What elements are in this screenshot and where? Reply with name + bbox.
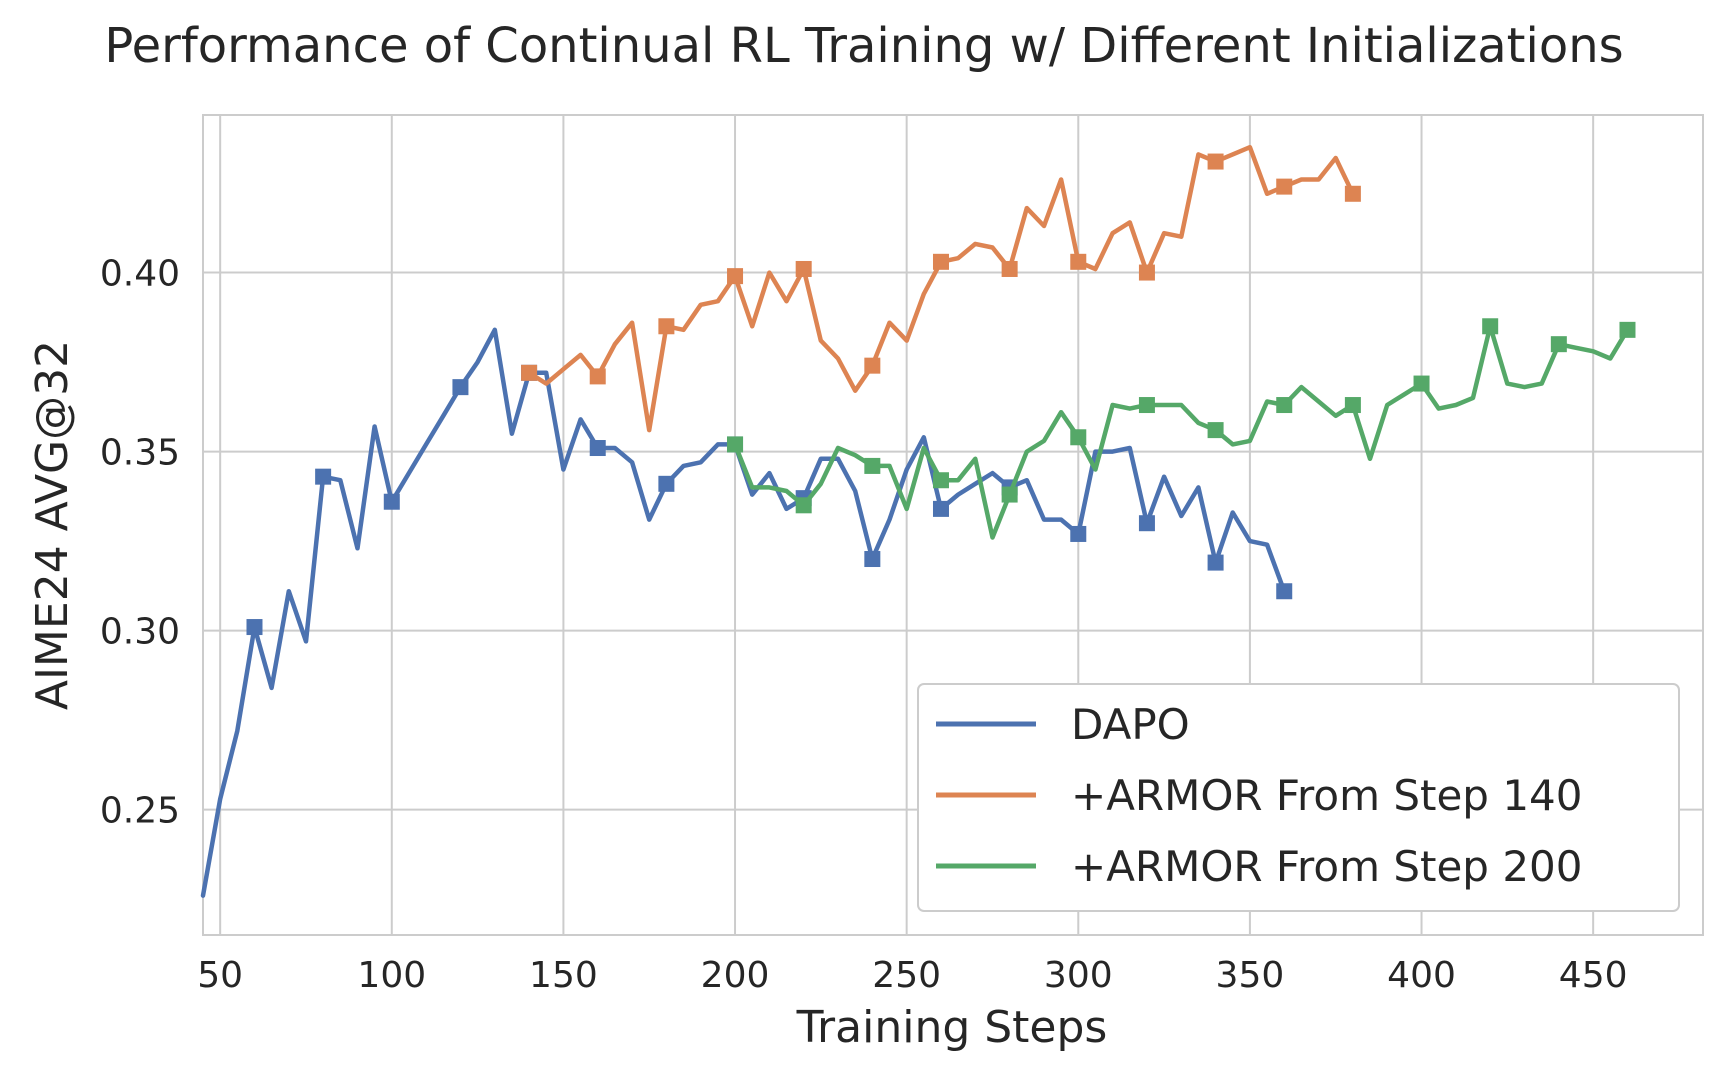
series-line <box>732 324 1630 540</box>
x-tick-label: 450 <box>1559 955 1628 996</box>
data-point-marker <box>932 500 949 517</box>
data-point-marker <box>932 472 949 489</box>
y-axis-label: AIME24 AVG@32 <box>27 340 78 710</box>
y-tick-labels: 0.25 0.30 0.35 0.40 <box>100 254 180 832</box>
data-point-marker <box>1207 153 1224 170</box>
data-point-marker <box>589 440 606 457</box>
data-point-marker <box>1138 515 1155 532</box>
data-point-marker <box>1482 318 1499 335</box>
data-point-marker <box>1413 375 1430 392</box>
data-point-marker <box>589 368 606 385</box>
chart-title: Performance of Continual RL Training w/ … <box>104 18 1623 74</box>
data-point-marker <box>1070 525 1087 542</box>
x-tick-label: 200 <box>701 955 770 996</box>
data-point-marker <box>658 318 675 335</box>
x-axis-label: Training Steps <box>796 1002 1108 1053</box>
data-point-marker <box>864 457 881 474</box>
x-tick-label: 100 <box>357 955 426 996</box>
legend: DAPO +ARMOR From Step 140 +ARMOR From Step… <box>917 683 1680 912</box>
data-point-marker <box>246 619 263 636</box>
data-point-marker <box>1070 429 1087 446</box>
data-point-marker <box>658 475 675 492</box>
data-point-marker <box>864 357 881 374</box>
data-point-marker <box>795 260 812 277</box>
data-point-marker <box>383 493 400 510</box>
data-point-marker <box>1344 185 1361 202</box>
series-3 <box>727 318 1636 540</box>
series-layer <box>200 144 1636 898</box>
y-tick-label: 0.35 <box>100 433 180 474</box>
y-tick-label: 0.25 <box>100 791 180 832</box>
legend-label: +ARMOR From Step 140 <box>1071 771 1583 820</box>
x-tick-label: 150 <box>529 955 598 996</box>
data-point-marker <box>1138 397 1155 414</box>
x-tick-label: 250 <box>872 955 941 996</box>
data-point-marker <box>727 268 744 285</box>
data-point-marker <box>315 468 332 485</box>
data-point-marker <box>1070 253 1087 270</box>
data-point-marker <box>1344 397 1361 414</box>
x-tick-labels: 50 100 150 200 250 300 350 400 450 <box>197 955 1627 996</box>
x-tick-label: 400 <box>1387 955 1456 996</box>
data-point-marker <box>1001 486 1018 503</box>
data-point-marker <box>1550 336 1567 353</box>
data-point-marker <box>795 497 812 514</box>
legend-box <box>917 683 1680 912</box>
data-point-marker <box>1138 264 1155 281</box>
data-point-marker <box>1207 422 1224 439</box>
data-point-marker <box>932 253 949 270</box>
data-point-marker <box>1276 583 1293 600</box>
data-point-marker <box>727 436 744 453</box>
x-tick-label: 50 <box>197 955 243 996</box>
data-point-marker <box>864 551 881 568</box>
series-2 <box>521 144 1361 433</box>
data-point-marker <box>1619 321 1636 338</box>
legend-label: DAPO <box>1071 700 1190 749</box>
data-point-marker <box>1207 554 1224 571</box>
data-point-marker <box>1276 397 1293 414</box>
y-tick-label: 0.30 <box>100 612 180 653</box>
data-point-marker <box>1001 260 1018 277</box>
data-point-marker <box>452 379 469 396</box>
data-point-marker <box>521 364 538 381</box>
data-point-marker <box>1276 178 1293 195</box>
x-tick-label: 350 <box>1216 955 1285 996</box>
plot-frame <box>202 114 1704 936</box>
x-tick-label: 300 <box>1044 955 1113 996</box>
legend-label: +ARMOR From Step 200 <box>1071 842 1583 891</box>
y-tick-label: 0.40 <box>100 254 180 295</box>
